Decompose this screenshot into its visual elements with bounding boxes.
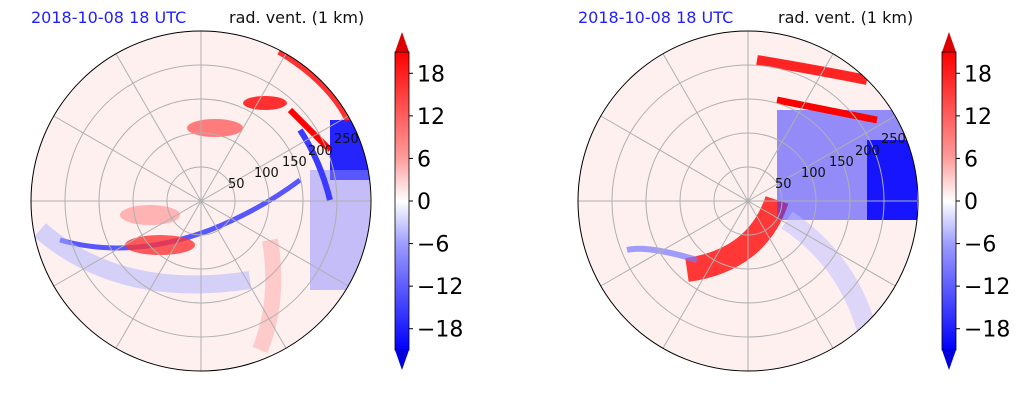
colorbar-tick-label: 6 (417, 147, 431, 172)
panel-1: 50 100 150 200 250 18 12 6 0 −6 −12 −18 2018-1… (30, 8, 463, 372)
plot-boundary (30, 30, 372, 372)
mixed-band (287, 107, 333, 153)
colorbar-tick-label: 18 (964, 62, 992, 87)
polar-plot-1: 50 100 150 200 250 18 12 6 0 −6 −12 −18 (30, 30, 463, 372)
ring-label-250: 250 (334, 132, 359, 147)
ring-label-50: 50 (228, 177, 245, 192)
panel-2: 50 100 150 200 250 18 12 6 0 −6 −12 −18 2018-1… (547, 0, 1028, 401)
negative-band (59, 177, 302, 251)
field-label: rad. vent. (1 km) (229, 8, 365, 27)
negative-band (34, 223, 252, 294)
ring-label-150: 150 (829, 155, 854, 170)
colorbar-extend-bottom (942, 350, 956, 370)
colorbar-tick-label: −18 (964, 318, 1010, 343)
ring-label-150: 150 (282, 155, 307, 170)
positive-band (776, 96, 878, 124)
mixed-band (297, 128, 333, 201)
colorbar-ticks: 18 12 6 0 −6 −12 −18 (409, 62, 463, 343)
positive-patch (243, 96, 287, 110)
colorbar-extend-top (942, 32, 956, 52)
colorbar-tick-label: 12 (417, 105, 445, 130)
ring-label-100: 100 (254, 166, 279, 181)
ring-label-200: 200 (308, 144, 333, 159)
colorbar-tick-label: 18 (417, 62, 445, 87)
colorbar-tick-label: 0 (964, 190, 978, 215)
ring-label-250: 250 (881, 132, 906, 147)
negative-patch (310, 170, 370, 290)
colorbar-extend-bottom (395, 350, 409, 370)
colorbar-tick-label: 0 (417, 190, 431, 215)
negative-band (781, 211, 877, 333)
time-label: 2018-10-08 18 UTC (31, 8, 187, 27)
colorbar-tick-label: 6 (964, 147, 978, 172)
ring-label-50: 50 (775, 177, 792, 192)
positive-patch (125, 235, 195, 255)
ring-label-100: 100 (801, 166, 826, 181)
colorbar-extend-top (395, 32, 409, 52)
colorbar-ticks: 18 12 6 0 −6 −12 −18 (956, 62, 1010, 343)
polar-grid (578, 31, 918, 371)
polar-plot-2: 50 100 150 200 250 18 12 6 0 −6 −12 −18 (577, 30, 1010, 372)
colorbar-tick-label: 12 (964, 105, 992, 130)
colorbar-tick-label: −12 (964, 275, 1010, 300)
positive-band (685, 195, 789, 282)
plot-boundary (577, 30, 919, 372)
ring-label-200: 200 (855, 144, 880, 159)
positive-band (756, 55, 868, 85)
negative-band (626, 245, 698, 263)
colorbar-tick-label: −18 (417, 318, 463, 343)
colorbar: 18 12 6 0 −6 −12 −18 (941, 32, 1010, 370)
field-label: rad. vent. (1 km) (778, 8, 914, 27)
positive-patch (120, 205, 180, 225)
colorbar-tick-label: −12 (417, 275, 463, 300)
colorbar: 18 12 6 0 −6 −12 −18 (394, 32, 463, 370)
colorbar-tick-label: −6 (964, 233, 996, 258)
positive-band (252, 238, 282, 353)
colorbar-tick-label: −6 (417, 233, 449, 258)
time-label: 2018-10-08 18 UTC (578, 8, 734, 27)
polar-grid (31, 31, 371, 371)
